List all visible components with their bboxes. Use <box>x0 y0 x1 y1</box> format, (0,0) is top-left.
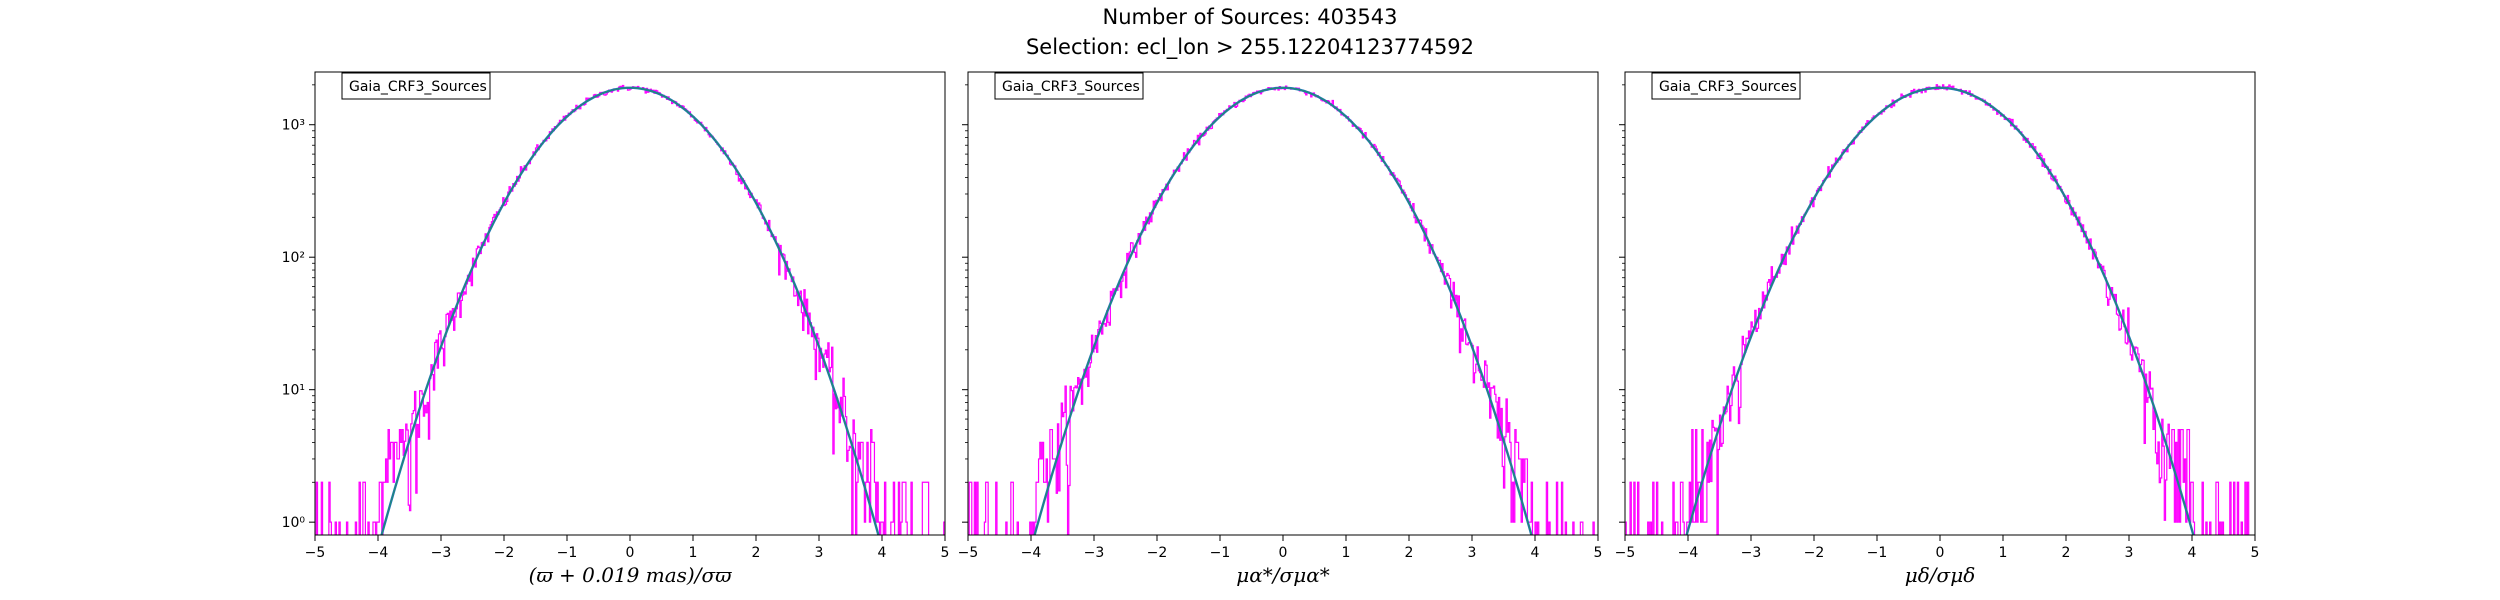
x-tick-label: 2 <box>1405 545 1414 561</box>
x-tick-label: 0 <box>626 545 635 561</box>
x-axis-label: μα*/σμα* <box>1236 563 1329 587</box>
legend-box <box>994 72 1144 100</box>
gaussian-curve-3 <box>1685 86 2195 535</box>
x-axis-label: (ϖ + 0.019 mas)/σϖ <box>529 563 733 587</box>
legend-3: Gaia_CRF3_Sources <box>1651 72 1801 100</box>
y-tick-label: 10¹ <box>282 383 305 399</box>
plot-area-1 <box>315 84 945 535</box>
x-tick-label: 4 <box>1531 545 1540 561</box>
axes-frame-2 <box>967 71 1599 536</box>
plot-area-2 <box>968 85 1595 535</box>
legend-label: Gaia_CRF3_Sources <box>349 79 487 95</box>
x-tick-label: −4 <box>368 545 389 561</box>
gaussian-curve-1 <box>380 86 880 535</box>
x-tick-label: 5 <box>941 545 950 561</box>
x-tick-label: 1 <box>1342 545 1351 561</box>
legend-label: Gaia_CRF3_Sources <box>1002 79 1140 95</box>
panels: −5 −4 −3 −2 −1 0 1 2 3 4 5 10⁰ 10¹ 10² 10³ (ϖ + 0.019 m… <box>282 71 2260 587</box>
x-tick-label: 0 <box>1279 545 1288 561</box>
y-tick-label: 10⁰ <box>282 515 306 531</box>
histogram-2 <box>968 85 1595 535</box>
x-tick-label: 1 <box>689 545 698 561</box>
x-tick-label: −2 <box>1147 545 1168 561</box>
x-tick-label: −5 <box>958 545 979 561</box>
x-axis-label: μδ/σμδ <box>1905 563 1975 587</box>
x-tick-label: 3 <box>815 545 824 561</box>
x-tick-label: −5 <box>1615 545 1636 561</box>
x-tick-label: −2 <box>494 545 515 561</box>
x-tick-label: 3 <box>1468 545 1477 561</box>
x-tick-label: −2 <box>1804 545 1825 561</box>
x-tick-label: 2 <box>2062 545 2071 561</box>
x-tick-label: 4 <box>2188 545 2197 561</box>
axes-frame-1 <box>314 71 946 536</box>
gaussian-curve-overlay-2 <box>1034 87 1532 535</box>
x-tick-label: −4 <box>1021 545 1042 561</box>
panel-3: −5 −4 −3 −2 −1 0 1 2 3 4 5 μδ/σμδ Gaia_CRF3_Sources <box>1615 71 2260 587</box>
y-tick-label: 10³ <box>282 118 305 134</box>
x-tick-label: 2 <box>752 545 761 561</box>
panel-2: −5 −4 −3 −2 −1 0 1 2 3 4 5 μα*/σμα* Gaia_CRF3_Source… <box>958 71 1603 587</box>
histogram-1 <box>315 84 945 535</box>
x-tick-label: 4 <box>878 545 887 561</box>
x-tick-label: 0 <box>1936 545 1945 561</box>
x-tick-label: 5 <box>1594 545 1603 561</box>
plot-area-3 <box>1625 84 2250 535</box>
x-tick-label: 1 <box>1999 545 2008 561</box>
x-tick-label: −1 <box>1210 545 1231 561</box>
suptitle-sources: Number of Sources: 403543 <box>1103 5 1398 29</box>
x-tick-label: −1 <box>1867 545 1888 561</box>
panel-1: −5 −4 −3 −2 −1 0 1 2 3 4 5 10⁰ 10¹ 10² 10³ (ϖ + 0.019 m… <box>282 71 950 587</box>
x-tick-label: −3 <box>431 545 452 561</box>
x-tick-label: −3 <box>1741 545 1762 561</box>
gaussian-curve-2 <box>1033 86 1533 535</box>
histogram-3 <box>1625 84 2250 535</box>
legend-box <box>1651 72 1801 100</box>
gaussian-curve-overlay-3 <box>1686 87 2194 535</box>
legend-1: Gaia_CRF3_Sources <box>341 72 491 100</box>
axes-frame-3 <box>1624 71 2256 536</box>
suptitle-selection: Selection: ecl_lon > 255.12204123774592 <box>1026 35 1474 60</box>
gaussian-curve-overlay-1 <box>381 87 879 535</box>
legend-box <box>341 72 491 100</box>
x-tick-label: −3 <box>1084 545 1105 561</box>
x-tick-label: 5 <box>2251 545 2260 561</box>
legend-label: Gaia_CRF3_Sources <box>1659 79 1797 95</box>
legend-2: Gaia_CRF3_Sources <box>994 72 1144 100</box>
x-tick-label: −1 <box>557 545 578 561</box>
x-tick-label: −4 <box>1678 545 1699 561</box>
y-tick-label: 10² <box>282 250 305 266</box>
x-tick-label: 3 <box>2125 545 2134 561</box>
x-tick-label: −5 <box>305 545 326 561</box>
